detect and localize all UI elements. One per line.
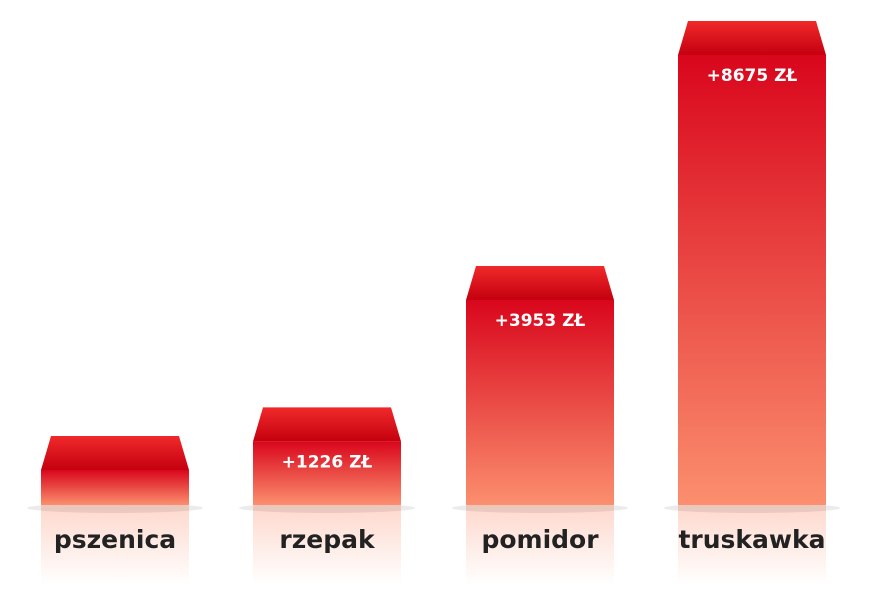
x-tick-label: pszenica bbox=[54, 525, 176, 554]
value-label: +8675 ZŁ bbox=[707, 66, 798, 86]
value-label: +1226 ZŁ bbox=[282, 452, 373, 472]
bar-shadow bbox=[452, 503, 628, 513]
bar-cap bbox=[253, 407, 401, 442]
bar-reflection bbox=[466, 505, 614, 585]
value-label: +675 ZŁ bbox=[76, 407, 155, 427]
bar bbox=[678, 55, 826, 505]
bar-cap bbox=[466, 265, 614, 300]
x-tick-label: truskawka bbox=[678, 525, 825, 554]
x-tick-label: rzepak bbox=[279, 525, 376, 554]
bar-shadow bbox=[27, 503, 203, 513]
bar-shadow bbox=[239, 503, 415, 513]
bar bbox=[253, 441, 401, 505]
bar bbox=[41, 469, 189, 505]
bar-shadow bbox=[664, 503, 840, 513]
bar bbox=[466, 299, 614, 505]
bar-cap bbox=[678, 21, 826, 55]
bar-reflection bbox=[678, 505, 826, 585]
bar-reflection bbox=[253, 505, 401, 585]
value-label: +3953 ZŁ bbox=[495, 311, 586, 331]
bar-reflection bbox=[41, 505, 189, 585]
bar-cap bbox=[41, 435, 189, 470]
x-tick-label: pomidor bbox=[481, 525, 599, 554]
